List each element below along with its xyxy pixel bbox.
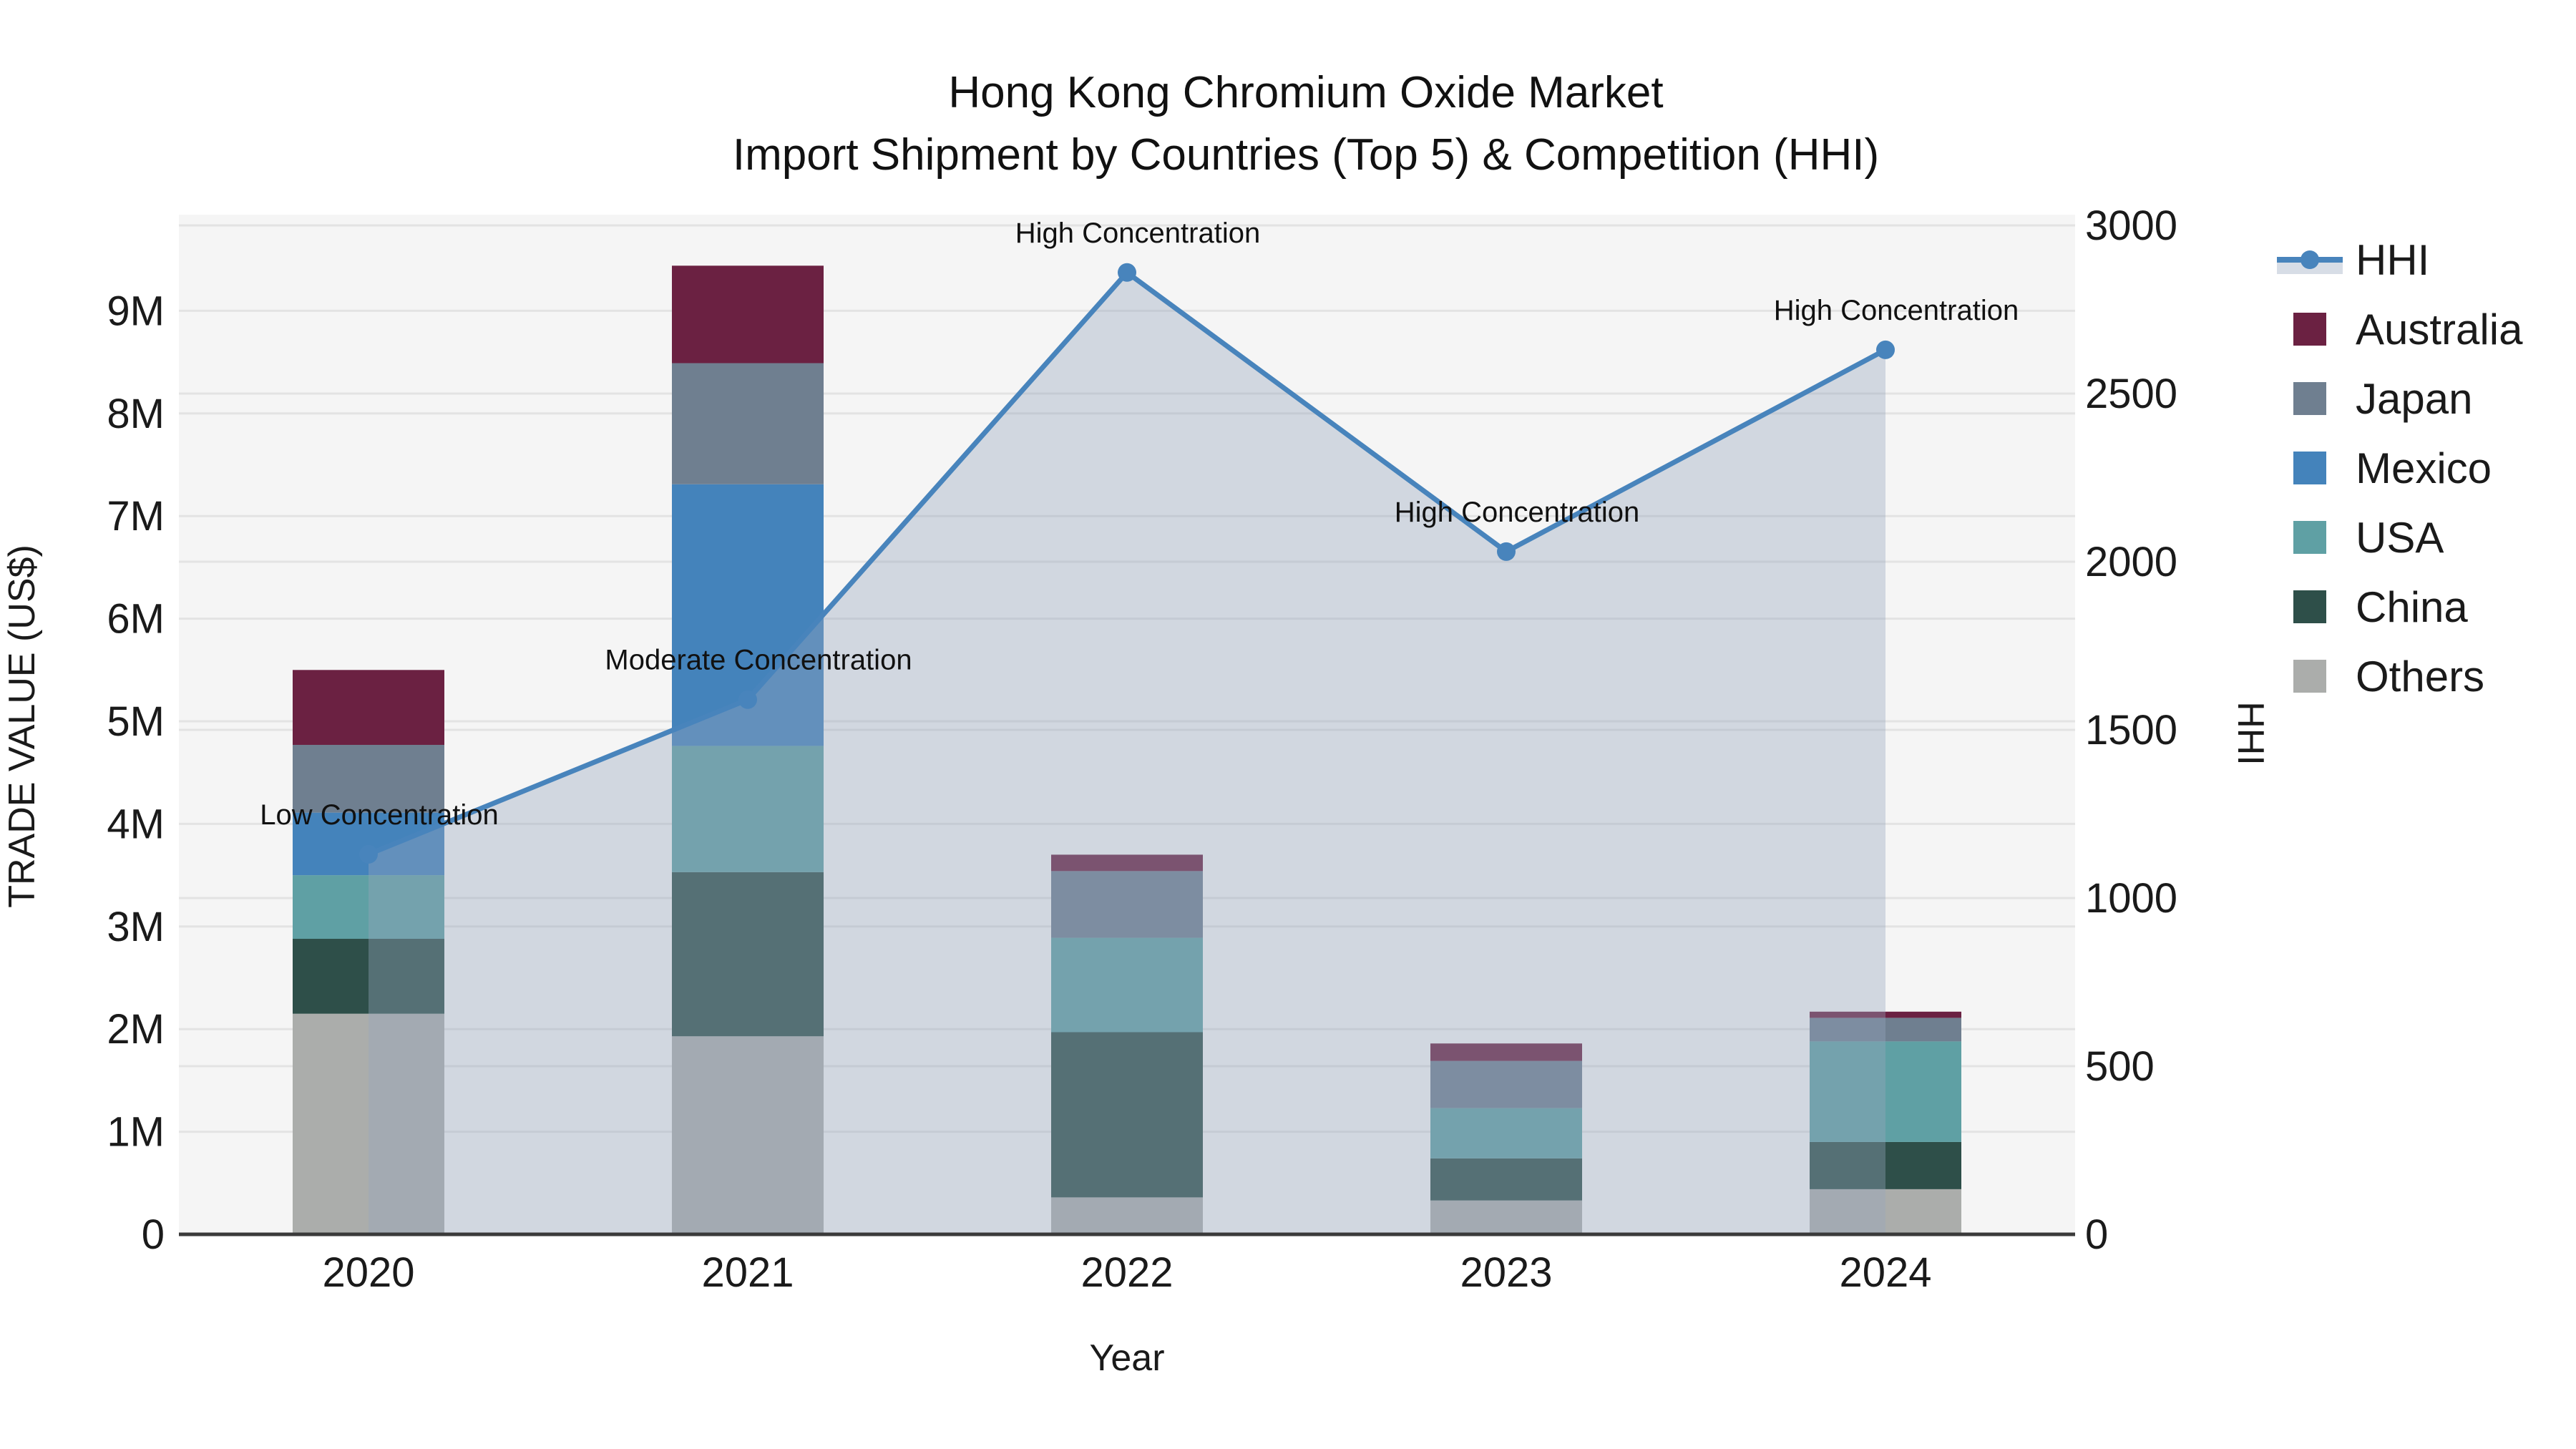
bar-segment-mexico-2020 bbox=[293, 812, 444, 876]
y-right-tick-2500: 2500 bbox=[2085, 371, 2177, 417]
bar-segment-usa-2023 bbox=[1430, 1108, 1582, 1158]
y-right-tick-500: 500 bbox=[2085, 1043, 2155, 1090]
y-right-tick-3000: 3000 bbox=[2085, 203, 2177, 249]
hhi-area-layer bbox=[369, 272, 1885, 1234]
y-left-tick-8M: 8M bbox=[107, 391, 165, 437]
bar-segment-japan-2022 bbox=[1051, 871, 1203, 938]
hhi-line-layer bbox=[359, 263, 1895, 864]
bar-segment-australia-2021 bbox=[672, 265, 824, 364]
axes-layer: 0 1M 2M 3M 4M 5M 6M 7M 8M 9M 0 500 1000 1500 2000 2500 3… bbox=[107, 203, 2177, 1296]
bar-segment-china-2021 bbox=[672, 872, 824, 1037]
legend-item-china[interactable]: China bbox=[2293, 583, 2468, 631]
bar-segment-china-2024 bbox=[1810, 1141, 1961, 1189]
legend-item-mexico[interactable]: Mexico bbox=[2293, 444, 2492, 492]
legend-label-others: Others bbox=[2356, 653, 2484, 701]
annotation-2022: High Concentration bbox=[1015, 218, 1260, 249]
annotation-2020: Low Concentration bbox=[260, 799, 499, 831]
legend-swatch-japan bbox=[2293, 382, 2326, 415]
y-left-tick-5M: 5M bbox=[107, 698, 165, 745]
legend-swatch-usa bbox=[2293, 521, 2326, 554]
legend-swatch-others bbox=[2293, 660, 2326, 693]
legend-label-mexico: Mexico bbox=[2356, 444, 2492, 492]
x-axis-title: Year bbox=[1089, 1337, 1164, 1379]
legend-label-hhi: HHI bbox=[2356, 236, 2429, 284]
x-tick-2021: 2021 bbox=[701, 1249, 794, 1296]
y-left-tick-7M: 7M bbox=[107, 493, 165, 540]
legend-label-australia: Australia bbox=[2356, 306, 2523, 353]
y-left-tick-9M: 9M bbox=[107, 288, 165, 334]
hhi-point-2023 bbox=[1497, 542, 1516, 561]
legend-label-japan: Japan bbox=[2356, 375, 2472, 423]
chart-subtitle: Import Shipment by Countries (Top 5) & C… bbox=[733, 130, 1879, 180]
bar-segment-china-2022 bbox=[1051, 1032, 1203, 1198]
x-tick-2024: 2024 bbox=[1839, 1249, 1931, 1296]
y-left-tick-3M: 3M bbox=[107, 904, 165, 950]
hhi-point-2021 bbox=[738, 690, 757, 709]
bar-segment-others-2021 bbox=[672, 1036, 824, 1234]
legend-swatch-china bbox=[2293, 590, 2326, 623]
bar-segment-japan-2023 bbox=[1430, 1060, 1582, 1108]
bar-segment-japan-2021 bbox=[672, 363, 824, 484]
bar-segment-usa-2022 bbox=[1051, 937, 1203, 1033]
bar-segment-others-2023 bbox=[1430, 1200, 1582, 1234]
bar-segment-others-2022 bbox=[1051, 1197, 1203, 1234]
legend-item-australia[interactable]: Australia bbox=[2293, 306, 2523, 353]
legend-item-others[interactable]: Others bbox=[2293, 653, 2484, 701]
y-left-tick-6M: 6M bbox=[107, 596, 165, 643]
bar-segment-australia-2020 bbox=[293, 670, 444, 745]
hhi-area-fill bbox=[369, 272, 1885, 1234]
x-tick-2023: 2023 bbox=[1460, 1249, 1552, 1296]
y-right-tick-0: 0 bbox=[2085, 1211, 2108, 1258]
bar-segment-usa-2020 bbox=[293, 875, 444, 940]
bar-segment-australia-2024 bbox=[1810, 1011, 1961, 1018]
legend-swatch-australia bbox=[2293, 313, 2326, 346]
y-left-tick-1M: 1M bbox=[107, 1109, 165, 1156]
bar-segment-china-2023 bbox=[1430, 1158, 1582, 1201]
legend-hhi-marker-icon bbox=[2301, 250, 2319, 269]
bar-segment-australia-2022 bbox=[1051, 854, 1203, 872]
legend-item-usa[interactable]: USA bbox=[2293, 514, 2444, 562]
legend-item-hhi[interactable]: HHI bbox=[2277, 236, 2429, 284]
bar-segment-japan-2020 bbox=[293, 744, 444, 813]
y-right-tick-1500: 1500 bbox=[2085, 707, 2177, 753]
x-tick-2020: 2020 bbox=[322, 1249, 414, 1296]
hhi-point-2024 bbox=[1876, 340, 1895, 359]
x-tick-2022: 2022 bbox=[1080, 1249, 1173, 1296]
legend-label-usa: USA bbox=[2356, 514, 2444, 562]
annotation-2021: Moderate Concentration bbox=[605, 645, 912, 676]
annotation-2023: High Concentration bbox=[1395, 497, 1639, 528]
legend-label-china: China bbox=[2356, 583, 2468, 631]
bar-segment-usa-2021 bbox=[672, 746, 824, 872]
bar-segment-others-2020 bbox=[293, 1013, 444, 1234]
y-left-tick-4M: 4M bbox=[107, 801, 165, 847]
legend-swatch-mexico bbox=[2293, 452, 2326, 484]
legend-item-japan[interactable]: Japan bbox=[2293, 375, 2472, 423]
bar-segment-australia-2023 bbox=[1430, 1043, 1582, 1061]
bar-segment-usa-2024 bbox=[1810, 1041, 1961, 1142]
y-right-tick-2000: 2000 bbox=[2085, 539, 2177, 585]
bar-segment-china-2020 bbox=[293, 939, 444, 1014]
y-right-axis-title: HHI bbox=[2230, 701, 2271, 766]
chart-title: Hong Kong Chromium Oxide Market bbox=[948, 68, 1663, 117]
legend: HHI Australia Japan Mexico USA China Others bbox=[2277, 236, 2523, 701]
y-right-tick-1000: 1000 bbox=[2085, 875, 2177, 922]
bar-segment-japan-2024 bbox=[1810, 1018, 1961, 1042]
annotation-2024: High Concentration bbox=[1774, 295, 2019, 326]
annotations-layer: Low Concentration Moderate Concentration H… bbox=[260, 218, 2019, 831]
hhi-point-2022 bbox=[1118, 263, 1136, 282]
hhi-point-2020 bbox=[359, 844, 378, 864]
y-left-axis-title: TRADE VALUE (US$) bbox=[1, 545, 43, 908]
bar-segment-others-2024 bbox=[1810, 1189, 1961, 1234]
y-left-tick-0: 0 bbox=[142, 1211, 165, 1258]
y-left-tick-2M: 2M bbox=[107, 1006, 165, 1053]
